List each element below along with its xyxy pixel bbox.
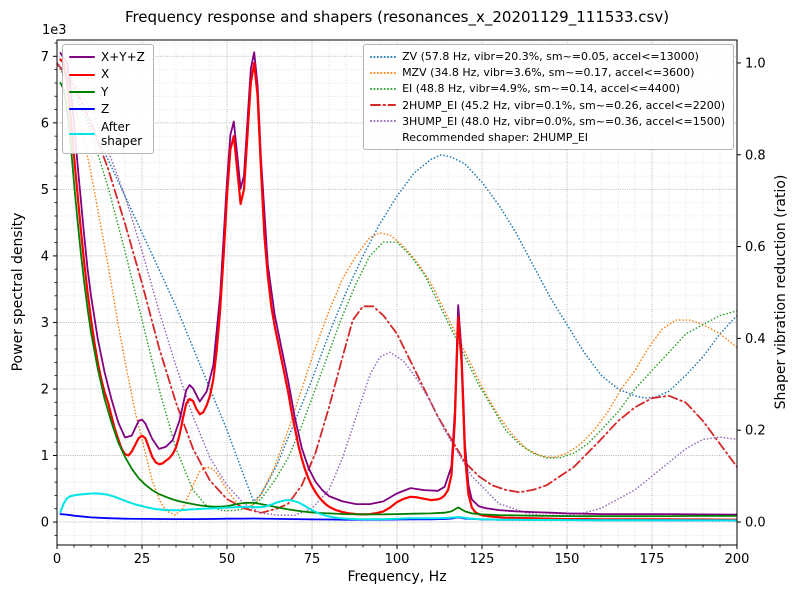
legend-line-sample — [370, 133, 396, 143]
series-ei — [57, 62, 737, 512]
legend-item: Y — [69, 85, 145, 99]
right-y-tick-label: 1.0 — [745, 56, 766, 71]
legend-item-label: 3HUMP_EI (48.0 Hz, vibr=0.0%, sm~=0.36, … — [402, 114, 725, 128]
series-y — [59, 82, 737, 518]
right-y-tick-label: 0.4 — [745, 332, 766, 347]
legend-line-sample — [370, 55, 397, 58]
series-3hump_ei — [57, 62, 737, 516]
legend-item: Z — [69, 102, 145, 116]
left-y-tick-label: 1 — [41, 449, 49, 464]
legend-line-sample — [69, 73, 95, 76]
legend-line-sample — [370, 71, 397, 74]
legend-item: After shaper — [69, 120, 145, 149]
series-zv — [57, 62, 737, 503]
legend-item-label: ZV (57.8 Hz, vibr=20.3%, sm~=0.05, accel… — [402, 50, 699, 63]
x-tick-label: 150 — [555, 552, 580, 567]
legend-line-sample — [69, 108, 95, 111]
legend-item: 2HUMP_EI (45.2 Hz, vibr=0.1%, sm~=0.26, … — [370, 99, 725, 112]
left-y-tick-label: 6 — [41, 116, 49, 131]
legend-note: Recommended shaper: 2HUMP_EI — [370, 131, 725, 144]
legend-item-label: EI (48.8 Hz, vibr=4.9%, sm~=0.14, accel<… — [402, 82, 681, 96]
left-y-tick-label: 5 — [41, 183, 49, 198]
legend-item-label: After shaper — [101, 119, 143, 148]
legend-line-sample — [69, 56, 95, 59]
x-tick-label: 50 — [219, 552, 236, 567]
legend-item-label: Y — [101, 84, 109, 99]
left-y-axis-label: Power spectral density — [10, 212, 26, 372]
x-tick-label: 200 — [725, 552, 750, 567]
legend-item: X — [69, 67, 145, 81]
x-tick-label: 75 — [304, 552, 321, 567]
right-y-tick-label: 0.6 — [745, 240, 766, 255]
legend-line-sample — [370, 120, 397, 123]
left-y-tick-label: 0 — [41, 516, 49, 531]
legend-item-label: 2HUMP_EI (45.2 Hz, vibr=0.1%, sm~=0.26, … — [402, 98, 725, 112]
legend-line-sample — [69, 90, 95, 93]
axis-ticks: 0 25 50 75 100 125 150 175 200 0 1 2 3 4 5 6 7 0.0 0.2 0.4 0… — [41, 42, 766, 567]
right-y-tick-label: 0.0 — [745, 516, 766, 531]
x-tick-label: 175 — [640, 552, 665, 567]
x-axis-label: Frequency, Hz — [347, 569, 447, 585]
legend-line-sample — [370, 87, 397, 90]
chart-title: Frequency response and shapers (resonanc… — [124, 8, 670, 26]
shaper-legend: ZV (57.8 Hz, vibr=20.3%, sm~=0.05, accel… — [363, 44, 734, 151]
legend-item: 3HUMP_EI (48.0 Hz, vibr=0.0%, sm~=0.36, … — [370, 115, 725, 128]
y-axis-offset-label: 1e3 — [42, 23, 67, 38]
recommended-shaper-text: Recommended shaper: 2HUMP_EI — [402, 130, 589, 144]
right-y-tick-label: 0.8 — [745, 148, 766, 163]
legend-item-label: X — [101, 67, 110, 82]
legend-item-label: Z — [101, 102, 110, 117]
x-tick-label: 25 — [134, 552, 151, 567]
legend-line-sample — [69, 132, 95, 135]
legend-item: EI (48.8 Hz, vibr=4.9%, sm~=0.14, accel<… — [370, 82, 725, 95]
series-x — [59, 58, 737, 521]
legend-item: MZV (34.8 Hz, vibr=3.6%, sm~=0.17, accel… — [370, 66, 725, 79]
left-y-tick-label: 7 — [41, 50, 49, 65]
x-tick-label: 100 — [385, 552, 410, 567]
left-y-tick-label: 4 — [41, 249, 49, 264]
left-y-tick-label: 2 — [41, 382, 49, 397]
series-mzv — [57, 62, 737, 516]
legend-line-sample — [370, 104, 397, 107]
legend-item: ZV (57.8 Hz, vibr=20.3%, sm~=0.05, accel… — [370, 50, 725, 63]
series-after-shaper — [59, 492, 737, 522]
psd-legend: X+Y+Z X Y Z After shaper — [62, 44, 154, 155]
right-y-axis-label: Shaper vibration reduction (ratio) — [773, 174, 789, 410]
legend-item-label: X+Y+Z — [101, 50, 145, 64]
x-tick-label: 0 — [53, 552, 61, 567]
series-layer — [57, 51, 737, 522]
x-tick-label: 125 — [470, 552, 495, 567]
series-2hump_ei — [57, 62, 737, 514]
right-y-tick-label: 0.2 — [745, 424, 766, 439]
left-y-tick-label: 3 — [41, 316, 49, 331]
legend-item-label: MZV (34.8 Hz, vibr=3.6%, sm~=0.17, accel… — [402, 66, 695, 80]
legend-item: X+Y+Z — [69, 50, 145, 64]
